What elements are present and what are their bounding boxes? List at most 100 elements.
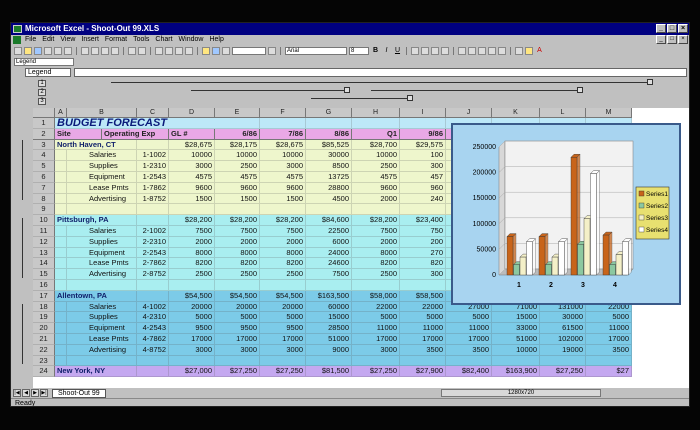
cell[interactable]: 51000	[306, 333, 352, 345]
cell[interactable]: 8200	[169, 258, 215, 270]
column-collapse-button[interactable]	[344, 87, 350, 93]
maximize-button[interactable]: □	[667, 24, 677, 33]
cell[interactable]: 1-2310	[137, 161, 169, 172]
cell[interactable]: 3000	[169, 344, 215, 356]
cell[interactable]: 3000	[260, 161, 306, 172]
cell[interactable]	[55, 182, 67, 194]
bold-button[interactable]: B	[372, 46, 379, 54]
cell[interactable]: 22000	[586, 301, 632, 313]
column-header[interactable]: L	[540, 108, 586, 118]
cell[interactable]	[492, 355, 540, 367]
cell[interactable]: 11000	[446, 323, 492, 334]
cell[interactable]	[55, 323, 67, 334]
cell[interactable]: 17000	[446, 333, 492, 345]
row-header[interactable]: 1	[33, 118, 55, 129]
cell[interactable]: 4-7862	[137, 333, 169, 345]
cell[interactable]: 10000	[492, 344, 540, 356]
cell[interactable]: New York, NY	[55, 366, 137, 378]
minimize-button[interactable]: _	[656, 24, 666, 33]
outline-level-1-button[interactable]: 1	[38, 80, 46, 87]
cell[interactable]: $27	[586, 366, 632, 378]
column-header[interactable]: C	[137, 108, 169, 118]
cell[interactable]: 17000	[586, 333, 632, 345]
cell[interactable]: 5000	[400, 312, 446, 324]
row-header[interactable]: 15	[33, 269, 55, 280]
cell[interactable]: 1-8752	[137, 193, 169, 205]
autosum-icon[interactable]	[155, 46, 163, 55]
cell[interactable]: 11000	[352, 323, 400, 334]
cell[interactable]: $58,000	[352, 290, 400, 302]
cell[interactable]: 131000	[540, 301, 586, 313]
cell[interactable]: 11000	[400, 323, 446, 334]
next-sheet-button[interactable]: ▶	[31, 389, 39, 397]
cell[interactable]	[215, 279, 260, 291]
cell[interactable]: 2-1002	[137, 225, 169, 237]
sheet-title[interactable]: BUDGET FORECAST	[55, 118, 260, 129]
sort-descending-icon[interactable]	[185, 46, 193, 55]
column-header[interactable]: J	[446, 108, 492, 118]
last-sheet-button[interactable]: ▶|	[40, 389, 48, 397]
row-header[interactable]: 13	[33, 247, 55, 259]
row-header[interactable]: 10	[33, 215, 55, 226]
bar-chart[interactable]: 0 50000 100000 150000 200000 250000 1 2 3 4 Series…	[453, 125, 683, 307]
cell[interactable]: $84,600	[306, 215, 352, 226]
column-label[interactable]: 8/86	[306, 128, 352, 140]
cell[interactable]: $28,200	[215, 215, 260, 226]
cell[interactable]: 3000	[260, 344, 306, 356]
cell[interactable]	[215, 204, 260, 216]
cell[interactable]: 2000	[169, 236, 215, 248]
cell[interactable]: Equipment	[67, 247, 137, 259]
row-header[interactable]: 11	[33, 225, 55, 237]
cell[interactable]: 22500	[306, 225, 352, 237]
row-header[interactable]: 5	[33, 161, 55, 172]
cell[interactable]	[169, 204, 215, 216]
cell[interactable]: $82,400	[446, 366, 492, 378]
cell[interactable]: 8000	[215, 247, 260, 259]
menu-insert[interactable]: Insert	[81, 36, 99, 43]
cell[interactable]: 9600	[352, 182, 400, 194]
cell[interactable]: Allentown, PA	[55, 290, 137, 302]
cell[interactable]: Equipment	[67, 323, 137, 334]
align-right-icon[interactable]	[431, 46, 439, 55]
cell[interactable]: $29,575	[400, 139, 446, 151]
format-painter-icon[interactable]	[111, 46, 119, 55]
cell[interactable]	[306, 355, 352, 367]
column-collapse-button[interactable]	[407, 95, 413, 101]
cell[interactable]: 5000	[215, 312, 260, 324]
cell[interactable]: 61500	[540, 323, 586, 334]
menu-file[interactable]: File	[25, 36, 37, 43]
drawing-icon[interactable]	[222, 46, 230, 55]
cell[interactable]: $54,500	[169, 290, 215, 302]
font-select[interactable]: Arial	[285, 46, 347, 55]
cell[interactable]: 2-8752	[137, 269, 169, 280]
cell[interactable]: Advertising	[67, 344, 137, 356]
cell[interactable]: 2500	[352, 269, 400, 280]
cell[interactable]: 9500	[260, 323, 306, 334]
cell[interactable]	[260, 204, 306, 216]
cell[interactable]: 8000	[352, 247, 400, 259]
cell[interactable]: 9600	[215, 182, 260, 194]
cut-icon[interactable]	[81, 46, 89, 55]
print-icon[interactable]	[44, 46, 52, 55]
cell[interactable]: 3500	[400, 344, 446, 356]
cell[interactable]: 6000	[306, 236, 352, 248]
cell[interactable]: $54,500	[260, 290, 306, 302]
cell[interactable]: 5000	[260, 312, 306, 324]
cell[interactable]: 3000	[352, 344, 400, 356]
cell[interactable]: Salaries	[67, 301, 137, 313]
decrease-decimal-icon[interactable]	[498, 46, 506, 55]
new-icon[interactable]	[14, 46, 22, 55]
cell[interactable]: 270	[400, 247, 446, 259]
row-header[interactable]: 18	[33, 301, 55, 313]
menu-view[interactable]: View	[60, 36, 76, 43]
cell[interactable]: 1500	[215, 193, 260, 205]
cell[interactable]: 3500	[446, 344, 492, 356]
cell[interactable]	[400, 118, 446, 129]
cell[interactable]	[55, 301, 67, 313]
cell[interactable]: 2-7862	[137, 258, 169, 270]
font-color-icon[interactable]: A	[537, 46, 542, 54]
cell[interactable]: 17000	[215, 333, 260, 345]
cell[interactable]: 17000	[400, 333, 446, 345]
redo-icon[interactable]	[138, 46, 146, 55]
cell[interactable]: 7500	[306, 269, 352, 280]
